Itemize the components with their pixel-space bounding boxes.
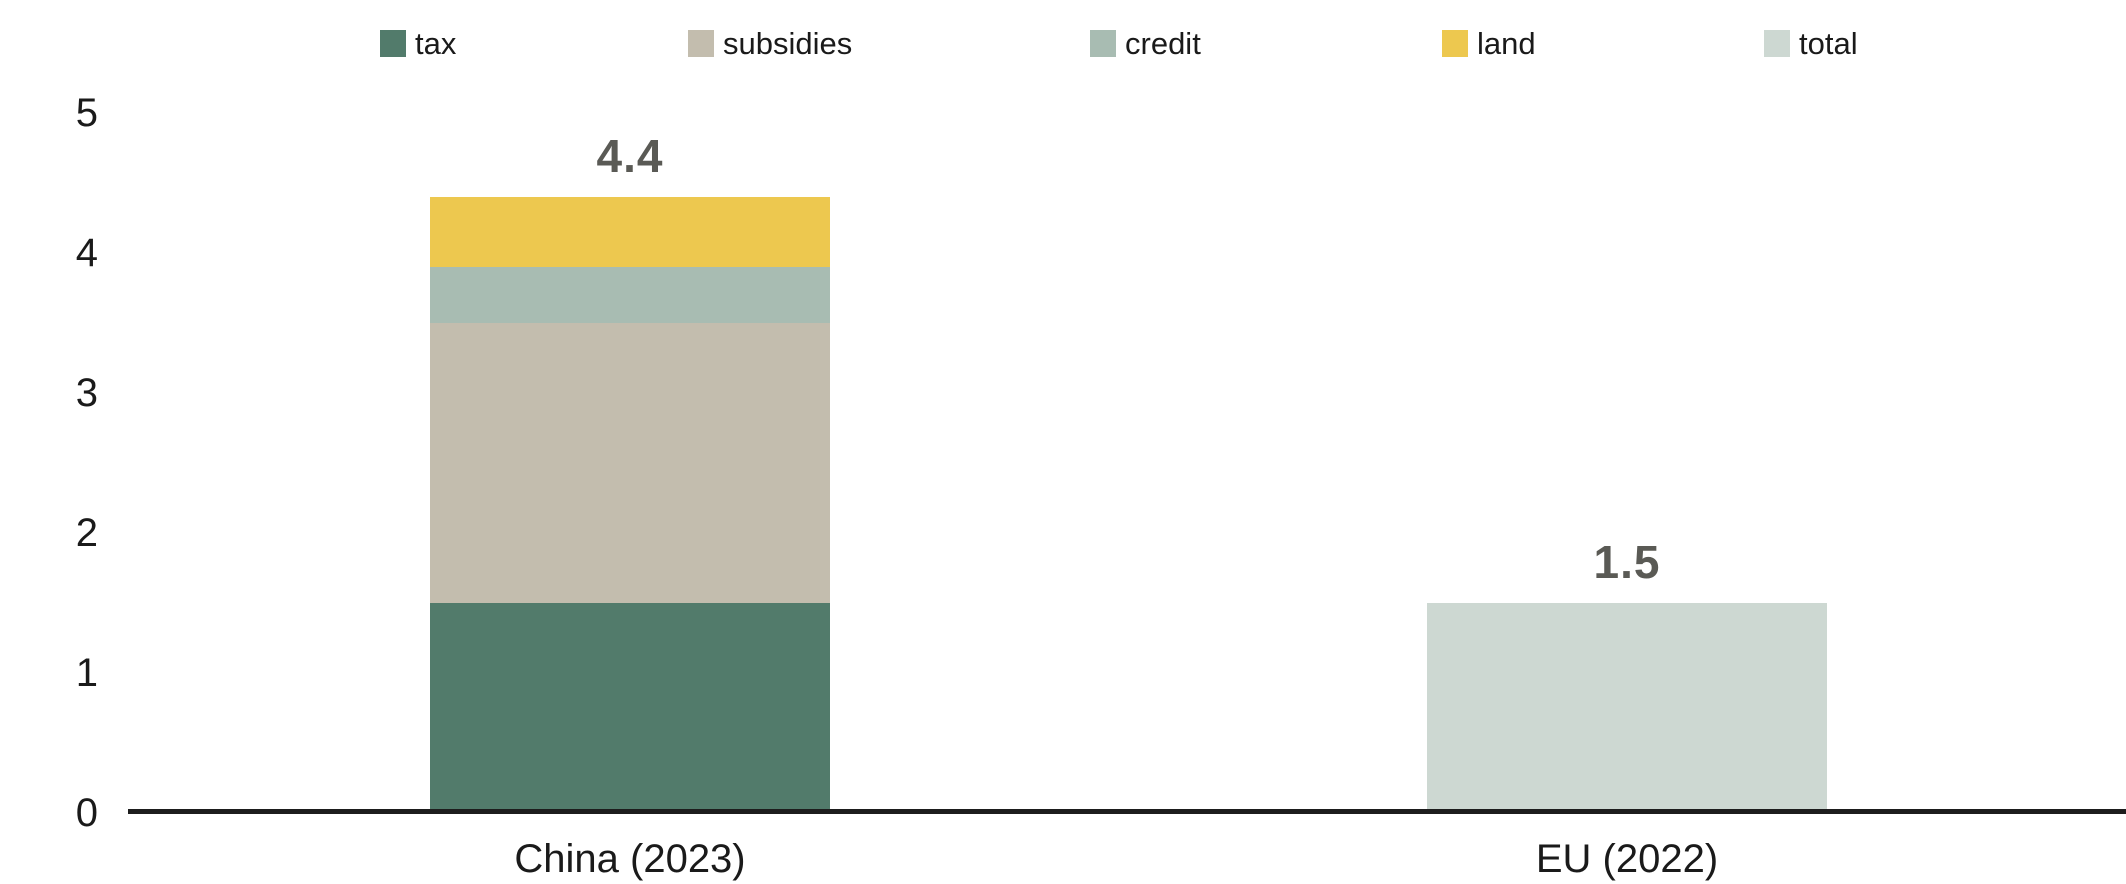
value-label-china: 4.4 — [596, 130, 664, 182]
y-tick-3: 3 — [75, 371, 98, 415]
legend-label-tax: tax — [415, 26, 457, 61]
legend-label-land: land — [1477, 26, 1536, 61]
bar-eu-2022 — [1427, 0, 1827, 813]
legend-label-subsidies: subsidies — [723, 26, 853, 61]
legend-swatch-land-icon — [1442, 30, 1468, 57]
bar-segment-subsidies — [430, 323, 830, 603]
y-tick-0: 0 — [75, 791, 98, 835]
y-tick-1: 1 — [75, 651, 98, 695]
legend-label-total: total — [1799, 26, 1858, 61]
legend-item-land: land — [1442, 28, 1536, 59]
y-axis: 5 4 3 2 1 0 — [0, 0, 100, 884]
legend-item-subsidies: subsidies — [688, 28, 852, 59]
legend-item-total: total — [1764, 28, 1858, 59]
legend: tax subsidies credit land total — [0, 28, 2126, 68]
bar-segment-tax — [430, 603, 830, 813]
y-tick-4: 4 — [75, 231, 98, 275]
legend-swatch-subsidies-icon — [688, 30, 714, 57]
legend-swatch-tax-icon — [380, 30, 406, 57]
x-axis-line — [128, 809, 2126, 814]
bar-segment-land — [430, 197, 830, 267]
legend-swatch-total-icon — [1764, 30, 1790, 57]
bar-segment-total — [1427, 603, 1827, 813]
legend-label-credit: credit — [1125, 26, 1201, 61]
value-label-eu: 1.5 — [1593, 536, 1661, 588]
category-label-eu: EU (2022) — [1535, 837, 1719, 881]
y-tick-2: 2 — [75, 511, 98, 555]
legend-swatch-credit-icon — [1090, 30, 1116, 57]
legend-item-credit: credit — [1090, 28, 1201, 59]
bar-segment-credit — [430, 267, 830, 323]
legend-item-tax: tax — [380, 28, 456, 59]
bar-china-2023 — [430, 0, 830, 813]
category-label-china: China (2023) — [514, 837, 746, 881]
y-tick-5: 5 — [75, 91, 98, 135]
